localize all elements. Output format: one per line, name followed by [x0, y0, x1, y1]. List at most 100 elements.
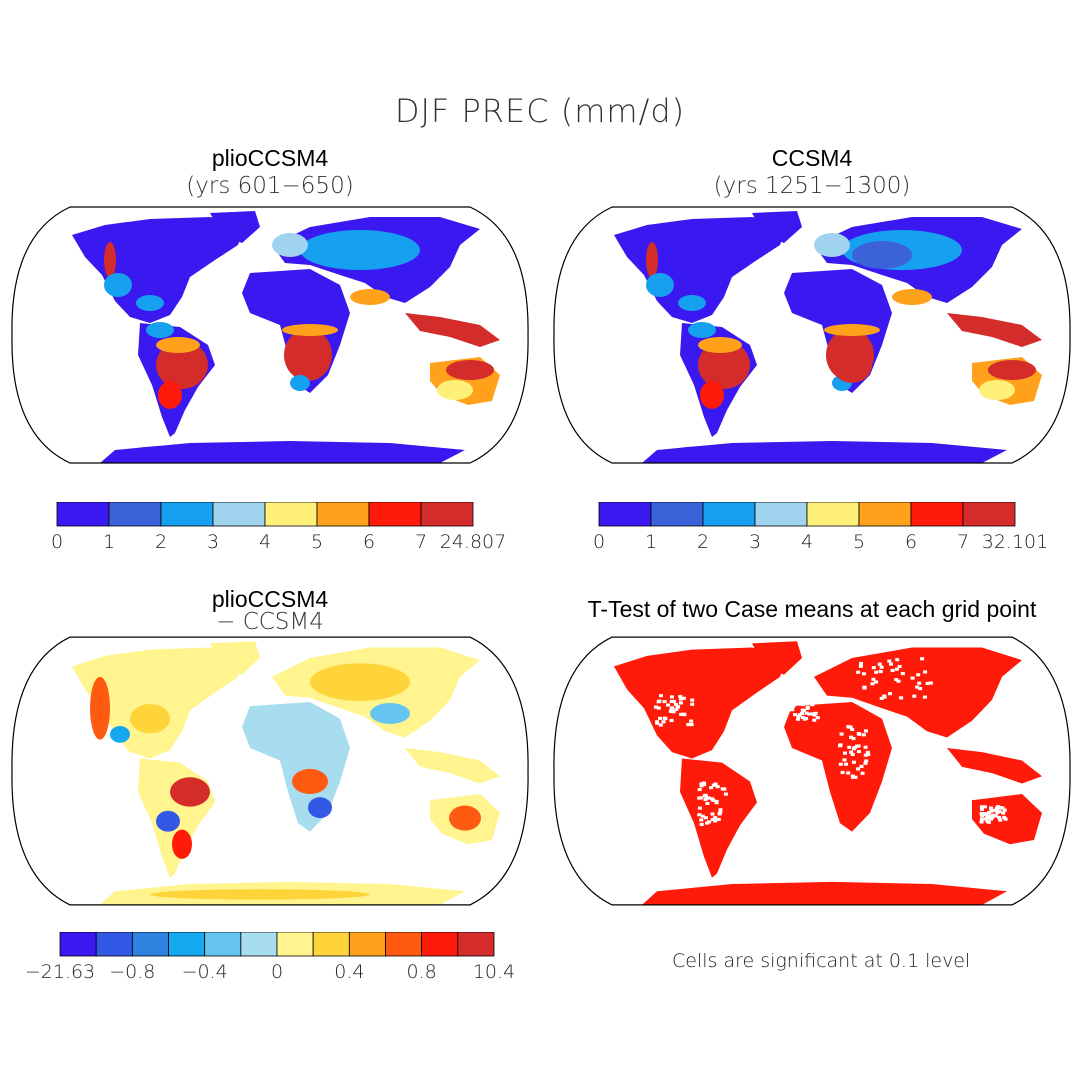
insignificant-cell	[997, 810, 1002, 814]
colorbar-diff: −21.63 −0.8 −0.4 0 0.4 0.8 10.4	[25, 932, 515, 983]
insignificant-cell	[917, 681, 922, 685]
insignificant-cell	[843, 751, 847, 755]
insignificant-cell	[980, 807, 984, 811]
colorbar-swatch	[421, 932, 459, 957]
insignificant-cell	[800, 715, 805, 720]
insignificant-cell	[979, 805, 984, 809]
insignificant-cell	[860, 771, 865, 775]
colorbar-tick-label: 0.8	[407, 961, 437, 983]
insignificant-cell	[840, 770, 845, 775]
insignificant-cell	[851, 737, 856, 741]
insignificant-cell	[686, 722, 691, 727]
insignificant-cell	[678, 694, 683, 699]
insignificant-cell	[890, 668, 895, 673]
map-ccsm4	[553, 206, 1071, 464]
region-antarctica	[642, 881, 1007, 905]
insignificant-cell	[912, 694, 917, 698]
insignificant-cell	[720, 787, 725, 791]
insignificant-cell	[800, 708, 805, 712]
colorbar-swatch	[204, 932, 242, 957]
insignificant-cell	[980, 813, 985, 818]
colorbar-swatch	[312, 932, 350, 957]
insignificant-cell	[705, 821, 709, 825]
panel-plio-subtitle: (yrs 601−650)	[186, 173, 354, 199]
colorbar-swatch	[131, 932, 169, 957]
precip-patch	[290, 375, 310, 391]
colorbar-tick-label: 0	[51, 531, 63, 553]
insignificant-cell	[698, 796, 703, 800]
colorbar-swatch	[650, 502, 704, 527]
precip-patch	[156, 341, 208, 389]
diff-patch	[449, 805, 481, 831]
insignificant-cell	[986, 820, 991, 824]
colorbar-swatch	[598, 502, 652, 527]
insignificant-cell	[990, 813, 995, 817]
insignificant-cell	[851, 775, 855, 779]
map-frame	[553, 206, 1071, 464]
insignificant-cell	[923, 670, 928, 674]
insignificant-cell	[674, 707, 679, 711]
insignificant-cell	[865, 750, 870, 754]
precip-patch	[104, 273, 132, 297]
colorbar-swatch	[702, 502, 756, 527]
insignificant-cell	[874, 680, 879, 684]
precip-patch	[814, 233, 850, 257]
insignificant-cell	[861, 733, 866, 737]
insignificant-cell	[670, 695, 674, 699]
insignificant-cell	[915, 685, 920, 689]
insignificant-cell	[705, 796, 709, 800]
insignificant-cell	[899, 696, 904, 700]
insignificant-cell	[703, 816, 708, 820]
insignificant-cell	[870, 682, 875, 686]
colorbar-tick-label: 3	[207, 531, 219, 553]
colorbar-plio: 0 1 2 3 4 5 6 7 24.807	[51, 502, 506, 553]
colorbar-tick-label: −0.8	[109, 961, 155, 983]
insignificant-cell	[887, 659, 892, 663]
colorbar-swatch	[95, 932, 133, 957]
insignificant-cell	[714, 801, 719, 805]
colorbar-tick-label: 6	[363, 531, 375, 553]
insignificant-cell	[805, 706, 810, 710]
insignificant-cell	[920, 657, 925, 661]
insignificant-cell	[866, 752, 871, 757]
insignificant-cell	[689, 719, 694, 723]
precip-patch	[646, 242, 658, 278]
insignificant-cell	[673, 702, 678, 707]
colorbar-tick-label: 3	[749, 531, 761, 553]
colorbar-tick-label: 6	[905, 531, 917, 553]
insignificant-cell	[679, 712, 684, 716]
region-eurasia	[814, 647, 1022, 738]
diff-patch	[252, 721, 308, 747]
map-diff	[11, 636, 529, 906]
insignificant-cell	[717, 812, 722, 816]
insignificant-cell	[995, 808, 1000, 813]
insignificant-cell	[838, 762, 843, 766]
insignificant-cell	[658, 723, 663, 727]
insignificant-cell	[671, 710, 676, 714]
insignificant-cell	[723, 792, 728, 796]
insignificant-cell	[918, 686, 923, 691]
colorbar-tick-label: 0	[271, 961, 283, 983]
insignificant-cell	[985, 816, 990, 820]
panel-diff-title: plioCCSM4	[211, 586, 329, 612]
colorbar-tick-label: 2	[697, 531, 709, 553]
colorbar-tick-label: −21.63	[25, 961, 95, 983]
precip-patch	[156, 337, 200, 353]
panel-plio-title: plioCCSM4	[211, 145, 329, 171]
precip-patch	[282, 324, 338, 336]
panel-diff-subtitle: − CCSM4	[216, 609, 324, 635]
colorbar-swatch	[420, 502, 474, 527]
insignificant-cell	[856, 670, 861, 674]
colorbar-tick-label: 0.4	[334, 961, 364, 983]
insignificant-cell	[877, 662, 882, 666]
insignificant-cell	[678, 701, 683, 705]
insignificant-cell	[985, 812, 990, 816]
insignificant-cell	[864, 759, 869, 763]
insignificant-cell	[669, 718, 674, 723]
insignificant-cell	[662, 716, 667, 720]
precip-patch	[350, 289, 390, 305]
insignificant-cell	[711, 798, 716, 802]
insignificant-cell	[855, 744, 859, 748]
insignificant-cell	[690, 698, 695, 702]
insignificant-cell	[718, 810, 723, 814]
